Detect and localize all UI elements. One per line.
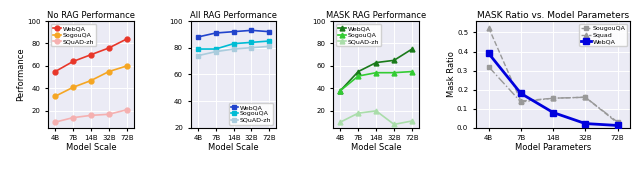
Line: WebQA: WebQA	[338, 47, 414, 93]
Squad	[549, 97, 557, 99]
WebQA	[582, 122, 589, 125]
Title: All RAG Performance: All RAG Performance	[190, 11, 277, 20]
Squad	[614, 122, 621, 124]
X-axis label: Model Scale: Model Scale	[208, 143, 259, 152]
SogouQA	[69, 86, 77, 88]
SQuAD-zh	[69, 117, 77, 119]
SQuAD-zh	[194, 55, 202, 57]
SogouQA	[230, 43, 237, 45]
WebQA	[372, 62, 380, 64]
Title: MASK RAG Performance: MASK RAG Performance	[326, 11, 426, 20]
Legend: WebQA, SogouQA, SQuAD-zh: WebQA, SogouQA, SQuAD-zh	[336, 24, 381, 46]
SogouQA	[51, 95, 59, 97]
WebQA	[408, 48, 416, 50]
SQuAD-zh	[230, 48, 237, 50]
SQuAD-zh	[105, 113, 113, 115]
Line: SougouQA: SougouQA	[486, 64, 620, 124]
WebQA	[485, 52, 493, 54]
SougouQA	[517, 101, 525, 103]
WebQA	[87, 54, 95, 56]
WebQA	[69, 60, 77, 62]
WebQA	[390, 59, 398, 61]
Line: SQuAD-zh: SQuAD-zh	[195, 44, 272, 58]
Legend: WebQA, SogouQA, SQuAD-zh: WebQA, SogouQA, SQuAD-zh	[51, 24, 96, 46]
WebQA	[266, 31, 273, 33]
Line: Squad: Squad	[486, 25, 620, 125]
SQuAD-zh	[372, 110, 380, 112]
SogouQA	[105, 71, 113, 73]
SQuAD-zh	[337, 121, 344, 123]
SQuAD-zh	[408, 120, 416, 122]
SogouQA	[408, 71, 416, 73]
SougouQA	[549, 97, 557, 99]
SogouQA	[355, 75, 362, 77]
WebQA	[230, 31, 237, 33]
Line: SogouQA: SogouQA	[338, 69, 414, 93]
SQuAD-zh	[266, 45, 273, 47]
WebQA	[337, 90, 344, 92]
Squad	[485, 27, 493, 29]
SQuAD-zh	[212, 51, 220, 53]
SogouQA	[248, 41, 255, 43]
SQuAD-zh	[51, 121, 59, 123]
SQuAD-zh	[87, 114, 95, 116]
SogouQA	[372, 72, 380, 74]
SogouQA	[390, 72, 398, 74]
SougouQA	[614, 121, 621, 123]
Line: WebQA: WebQA	[52, 37, 129, 74]
Line: SogouQA: SogouQA	[52, 64, 129, 99]
WebQA	[517, 92, 525, 95]
Y-axis label: Mask Ratio: Mask Ratio	[447, 51, 456, 97]
WebQA	[194, 36, 202, 38]
Legend: WebQA, SogouQA, SQuAD-zh: WebQA, SogouQA, SQuAD-zh	[228, 103, 273, 125]
Line: SQuAD-zh: SQuAD-zh	[338, 108, 414, 127]
WebQA	[212, 32, 220, 34]
X-axis label: Model Scale: Model Scale	[66, 143, 116, 152]
Line: SQuAD-zh: SQuAD-zh	[52, 107, 129, 125]
WebQA	[614, 124, 621, 127]
WebQA	[355, 71, 362, 73]
SogouQA	[123, 65, 131, 67]
Title: No RAG Performance: No RAG Performance	[47, 11, 135, 20]
X-axis label: Model Parameters: Model Parameters	[515, 143, 591, 152]
SogouQA	[266, 40, 273, 42]
Line: SogouQA: SogouQA	[195, 38, 272, 51]
Legend: SougouQA, Squad, WebQA: SougouQA, Squad, WebQA	[579, 24, 627, 46]
Squad	[582, 96, 589, 98]
X-axis label: Model Scale: Model Scale	[351, 143, 401, 152]
Y-axis label: Performance: Performance	[17, 48, 26, 101]
SQuAD-zh	[355, 112, 362, 114]
Squad	[517, 100, 525, 102]
SogouQA	[337, 90, 344, 92]
SQuAD-zh	[123, 109, 131, 111]
SougouQA	[582, 96, 589, 98]
WebQA	[248, 29, 255, 31]
SQuAD-zh	[390, 123, 398, 125]
WebQA	[105, 47, 113, 49]
WebQA	[51, 71, 59, 73]
Title: MASK Ratio vs. Model Parameters: MASK Ratio vs. Model Parameters	[477, 11, 629, 20]
SogouQA	[194, 48, 202, 50]
Line: WebQA: WebQA	[195, 28, 272, 39]
WebQA	[123, 38, 131, 40]
SQuAD-zh	[248, 47, 255, 49]
SogouQA	[212, 48, 220, 50]
WebQA	[549, 111, 557, 114]
SougouQA	[485, 66, 493, 68]
SogouQA	[87, 79, 95, 82]
Line: WebQA: WebQA	[486, 50, 621, 129]
